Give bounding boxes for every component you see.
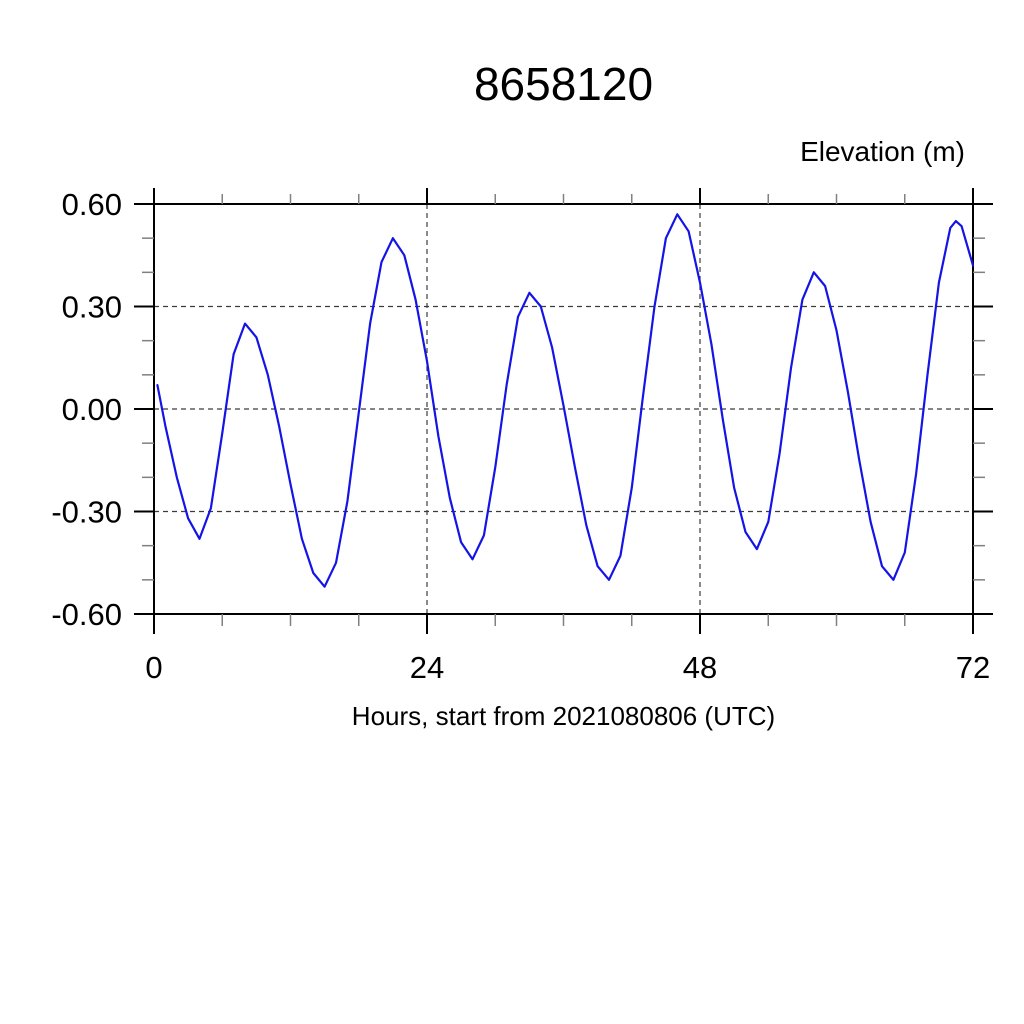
x-tick-label: 48 xyxy=(683,650,717,685)
chart-title: 8658120 xyxy=(473,58,654,110)
y-tick-label: 0.00 xyxy=(62,392,122,427)
elevation-curve xyxy=(156,213,975,588)
y-tick-label: 0.30 xyxy=(62,290,122,325)
y-tick-label: -0.60 xyxy=(51,597,122,632)
x-tick-label: 24 xyxy=(410,650,444,685)
y-axis-unit-label: Elevation (m) xyxy=(800,136,965,167)
x-tick-label: 72 xyxy=(956,650,990,685)
x-axis-label: Hours, start from 2021080806 (UTC) xyxy=(351,701,776,731)
y-tick-label: 0.60 xyxy=(62,187,122,222)
y-tick-label: -0.30 xyxy=(51,495,122,530)
x-tick-label: 0 xyxy=(145,650,162,685)
